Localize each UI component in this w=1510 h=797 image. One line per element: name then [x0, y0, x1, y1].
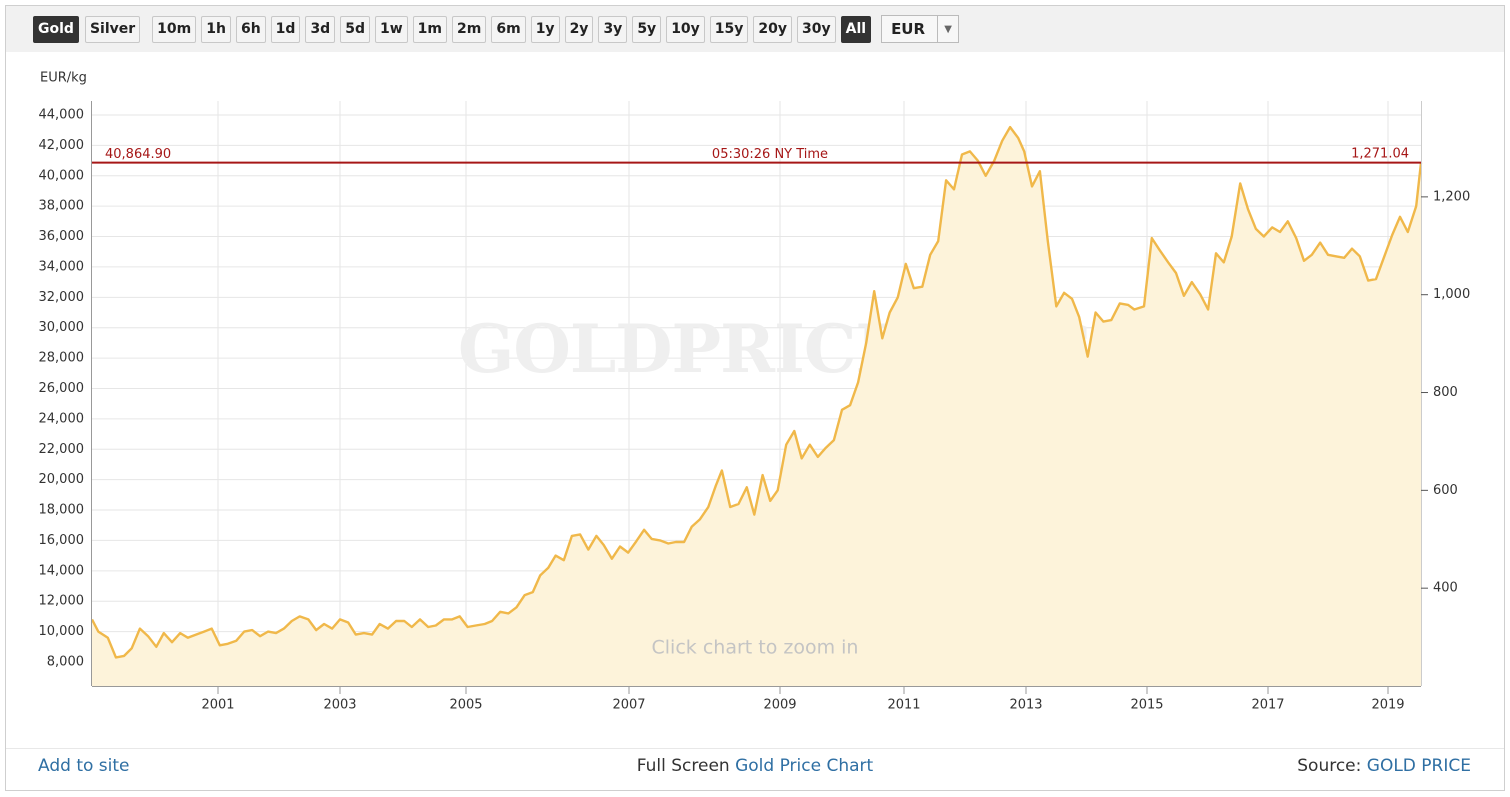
dropdown-arrow: ▼ [937, 16, 958, 42]
range-button[interactable]: 1h [201, 15, 231, 43]
currency-select[interactable]: EUR ▼ [881, 15, 960, 43]
x-tick-label: 2011 [887, 698, 920, 713]
range-button[interactable]: 5y [632, 15, 662, 43]
x-tick-label: 2003 [323, 698, 356, 713]
range-button[interactable]: 5d [340, 15, 370, 43]
y2-tick-label: 400 [1433, 581, 1458, 596]
y-tick-label: 36,000 [39, 229, 85, 244]
range-button[interactable]: 1y [530, 15, 560, 43]
y-tick-label: 18,000 [39, 503, 85, 518]
range-button[interactable]: 3y [598, 15, 628, 43]
range-button[interactable]: 10m [152, 15, 197, 43]
y-tick-label: 44,000 [39, 107, 85, 122]
range-button[interactable]: 1m [412, 15, 447, 43]
y-tick-label: 20,000 [39, 472, 85, 487]
y-tick-label: 22,000 [39, 442, 85, 457]
toolbar: Gold Silver 10m 1h 6h 1d 3d 5d 1w 1m 2m 6m 1y 2y 3y 5y… [33, 15, 960, 43]
y-tick-label: 8,000 [47, 654, 84, 669]
price-label: 40,864.90 [105, 147, 171, 162]
range-button[interactable]: 3d [305, 15, 336, 43]
y-tick-label: 38,000 [39, 199, 85, 214]
y-tick-label: 14,000 [39, 563, 85, 578]
y2-tick-label: 1,200 [1433, 189, 1470, 204]
y-tick-label: 34,000 [39, 259, 85, 274]
range-button[interactable]: 15y [709, 15, 749, 43]
y-tick-label: 24,000 [39, 411, 85, 426]
x-tick-label: 2009 [763, 698, 796, 713]
y-tick-label: 40,000 [39, 168, 85, 183]
y-axis-label: EUR/kg [40, 71, 87, 86]
x-tick-label: 2001 [201, 698, 234, 713]
y2-tick-label: 800 [1433, 385, 1458, 400]
chart-link[interactable]: Gold Price Chart [735, 756, 874, 776]
footer-source: Source: GOLD PRICE [1297, 756, 1471, 776]
range-button[interactable]: 1d [270, 15, 301, 43]
y2-tick-label: 600 [1433, 483, 1458, 498]
x-tick-label: 2017 [1251, 698, 1284, 713]
y-tick-label: 30,000 [39, 320, 85, 335]
add-to-site-link[interactable]: Add to site [38, 756, 130, 776]
source-text: Source: [1297, 756, 1362, 776]
y2-tick-label: 1,000 [1433, 287, 1470, 302]
line [90, 125, 1423, 659]
y-tick-label: 32,000 [39, 290, 85, 305]
range-button[interactable]: All [840, 15, 872, 43]
y-tick-label: 42,000 [39, 138, 85, 153]
y-tick-label: 26,000 [39, 381, 85, 396]
marks: 40,864.90 05:30:26 NY Time 1,271.04 [90, 125, 1423, 687]
footer-center: Full Screen Gold Price Chart [0, 756, 1510, 776]
range-button[interactable]: 2m [452, 15, 487, 43]
x-tick-label: 2015 [1130, 698, 1163, 713]
range-button[interactable]: 6m [491, 15, 526, 43]
source-link[interactable]: GOLD PRICE [1366, 756, 1471, 776]
footer: Add to site Full Screen Gold Price Chart… [0, 756, 1510, 782]
metal-buttons: Gold Silver [33, 15, 141, 43]
metal-button[interactable]: Gold [33, 15, 79, 43]
metal-button[interactable]: Silver [84, 15, 141, 43]
x-tick-label: 2013 [1009, 698, 1042, 713]
x-tick-label: 2007 [612, 698, 645, 713]
range-button[interactable]: 2y [564, 15, 594, 43]
price-label-y2: 1,271.04 [1351, 147, 1409, 162]
zoom-hint: Click chart to zoom in [652, 637, 859, 659]
x-tick-label: 2019 [1371, 698, 1404, 713]
axes: 8,000 10,000 12,000 14,000 16,000 18,000 20,00… [39, 101, 1470, 713]
y-tick-label: 28,000 [39, 351, 85, 366]
range-button[interactable]: 30y [797, 15, 836, 43]
x-tick-label: 2005 [449, 698, 482, 713]
range-button[interactable]: 1w [374, 15, 408, 43]
range-button[interactable]: 10y [666, 15, 705, 43]
y-tick-label: 16,000 [39, 533, 85, 548]
full-screen-text: Full Screen [636, 756, 730, 776]
price-time: 05:30:26 NY Time [712, 147, 828, 162]
currency-value: EUR [891, 20, 926, 38]
area [92, 127, 1421, 687]
y-tick-label: 10,000 [39, 624, 85, 639]
range-button[interactable]: 6h [235, 15, 266, 43]
y-tick-label: 12,000 [39, 594, 85, 609]
range-button[interactable]: 20y [753, 15, 793, 43]
range-buttons: 10m 1h 6h 1d 3d 5d 1w 1m 2m 6m 1y 2y 3y 5y 10y 15y 20y 30… [152, 15, 872, 43]
